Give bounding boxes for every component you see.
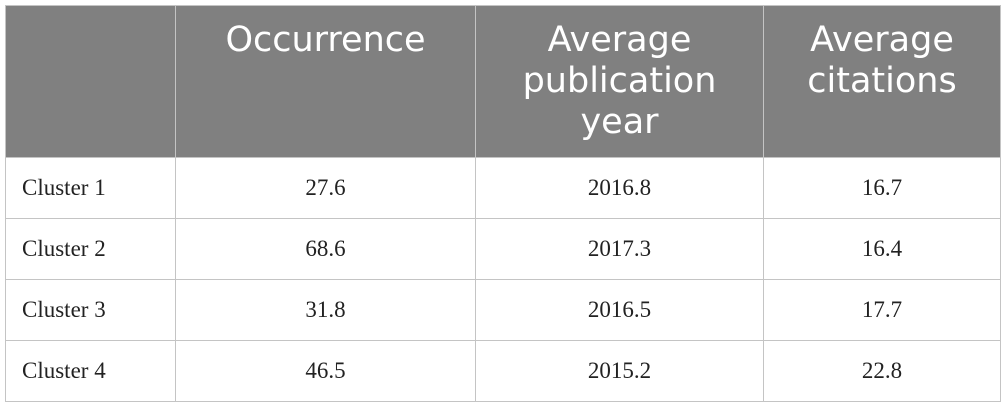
- header-row: Occurrence Average publication year Aver…: [5, 5, 1001, 158]
- table-cell: 16.4: [763, 218, 1001, 280]
- table-row: Cluster 4 46.5 2015.2 22.8: [5, 340, 1001, 402]
- table-header: Occurrence Average publication year Aver…: [5, 5, 1001, 158]
- table-cell: 31.8: [175, 279, 476, 341]
- table-cell: 22.8: [763, 340, 1001, 402]
- column-header: Occurrence: [175, 5, 476, 158]
- table-cell: 2016.8: [475, 157, 764, 219]
- table-cell: 16.7: [763, 157, 1001, 219]
- table-cell: 17.7: [763, 279, 1001, 341]
- row-label: Cluster 3: [5, 279, 176, 341]
- table-cell: 46.5: [175, 340, 476, 402]
- table-body: Cluster 1 27.6 2016.8 16.7 Cluster 2 68.6 2017…: [5, 157, 1001, 402]
- table-row: Cluster 1 27.6 2016.8 16.7: [5, 157, 1001, 219]
- corner-cell: [5, 5, 176, 158]
- table-row: Cluster 2 68.6 2017.3 16.4: [5, 218, 1001, 280]
- row-label: Cluster 4: [5, 340, 176, 402]
- table-cell: 2016.5: [475, 279, 764, 341]
- table-cell: 68.6: [175, 218, 476, 280]
- data-table: Occurrence Average publication year Aver…: [5, 5, 1001, 402]
- table-cell: 27.6: [175, 157, 476, 219]
- table-row: Cluster 3 31.8 2016.5 17.7: [5, 279, 1001, 341]
- row-label: Cluster 2: [5, 218, 176, 280]
- column-header: Average citations: [763, 5, 1001, 158]
- table-cell: 2015.2: [475, 340, 764, 402]
- row-label: Cluster 1: [5, 157, 176, 219]
- table-cell: 2017.3: [475, 218, 764, 280]
- column-header: Average publication year: [475, 5, 764, 158]
